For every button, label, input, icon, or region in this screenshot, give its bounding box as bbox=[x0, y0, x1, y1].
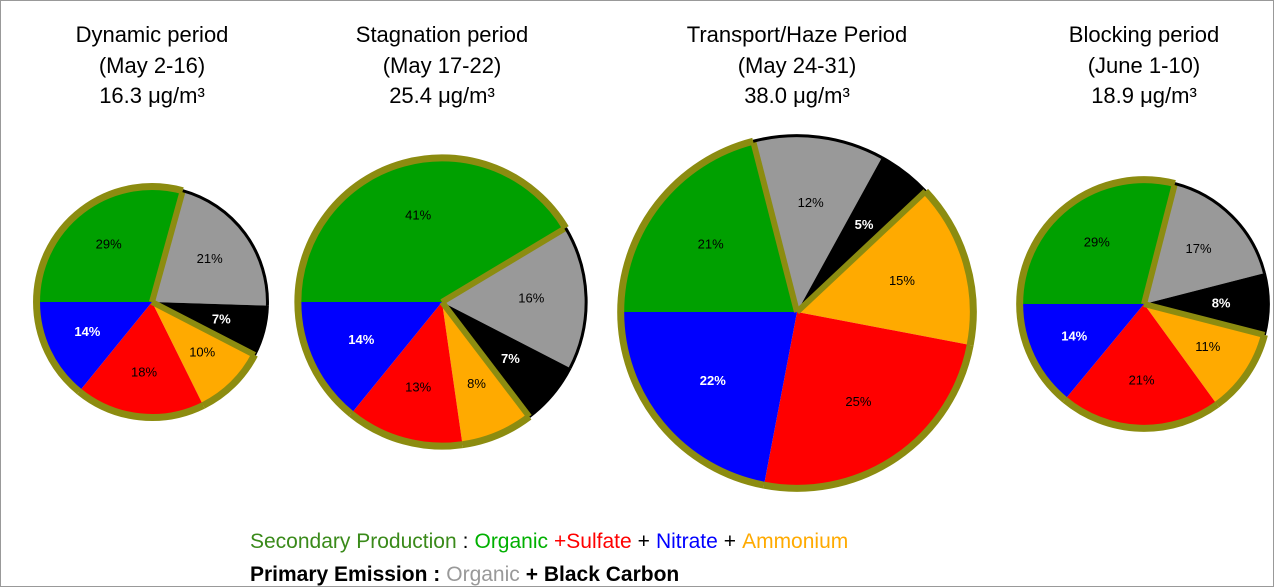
pie-subtitle: (June 1-10) bbox=[1088, 53, 1201, 78]
pie-total: 25.4 μg/m³ bbox=[389, 83, 495, 108]
slice-label: 29% bbox=[1084, 235, 1110, 250]
slice-label: 22% bbox=[700, 373, 726, 388]
legend-segment: + Black Carbon bbox=[526, 563, 679, 586]
slice-label: 5% bbox=[855, 217, 874, 232]
pie-title: Stagnation period bbox=[356, 22, 528, 47]
slice-label: 14% bbox=[74, 324, 100, 339]
slice-label: 21% bbox=[197, 251, 223, 266]
legend-segment: Ammonium bbox=[742, 530, 848, 553]
slice-label: 16% bbox=[518, 291, 544, 306]
figure: Dynamic period (May 2-16) 16.3 μg/m³ 29% 21%… bbox=[0, 0, 1274, 587]
pie-title: Transport/Haze Period bbox=[687, 22, 908, 47]
slice-label: 15% bbox=[889, 273, 915, 288]
pie-total: 16.3 μg/m³ bbox=[99, 83, 205, 108]
legend-segment: Nitrate bbox=[656, 530, 718, 553]
legend-segment: : bbox=[463, 530, 469, 553]
slice-label: 7% bbox=[212, 311, 231, 326]
slice-label: 18% bbox=[131, 365, 157, 380]
page: Dynamic period (May 2-16) 16.3 μg/m³ 29% 21%… bbox=[0, 0, 1274, 587]
slice-label: 25% bbox=[845, 394, 871, 409]
pie-total: 18.9 μg/m³ bbox=[1091, 83, 1197, 108]
legend-segment: Organic bbox=[474, 530, 548, 553]
slice-label: 17% bbox=[1185, 241, 1211, 256]
slice-label: 8% bbox=[1212, 295, 1231, 310]
pie-subtitle: (May 2-16) bbox=[99, 53, 205, 78]
pie-title: Blocking period bbox=[1069, 22, 1219, 47]
slice-label: 11% bbox=[1195, 339, 1220, 354]
slice-label: 8% bbox=[467, 376, 486, 391]
legend-segment: Primary Emission : bbox=[250, 563, 440, 586]
slice-label: 21% bbox=[1129, 372, 1155, 387]
slice-label: 14% bbox=[1061, 328, 1087, 343]
legend-segment: + bbox=[638, 530, 650, 553]
slice-label: 14% bbox=[348, 332, 374, 347]
slice-label: 7% bbox=[501, 351, 520, 366]
legend-segment: Secondary Production bbox=[250, 530, 457, 553]
slice-label: 41% bbox=[405, 207, 431, 222]
pie-subtitle: (May 24-31) bbox=[738, 53, 857, 78]
legend-segment: + bbox=[724, 530, 736, 553]
pie-title: Dynamic period bbox=[76, 22, 229, 47]
pie-total: 38.0 μg/m³ bbox=[744, 83, 850, 108]
legend-segment: Organic bbox=[446, 563, 520, 586]
slice-label: 12% bbox=[798, 195, 824, 210]
pie-subtitle: (May 17-22) bbox=[383, 53, 502, 78]
legend-line: Primary Emission : Organic + Black Carbon bbox=[250, 563, 679, 586]
slice-label: 21% bbox=[698, 236, 724, 251]
slice-label: 13% bbox=[405, 380, 431, 395]
slice-label: 29% bbox=[96, 236, 122, 251]
slice-label: 10% bbox=[189, 344, 215, 359]
legend-segment: +Sulfate bbox=[554, 530, 632, 553]
